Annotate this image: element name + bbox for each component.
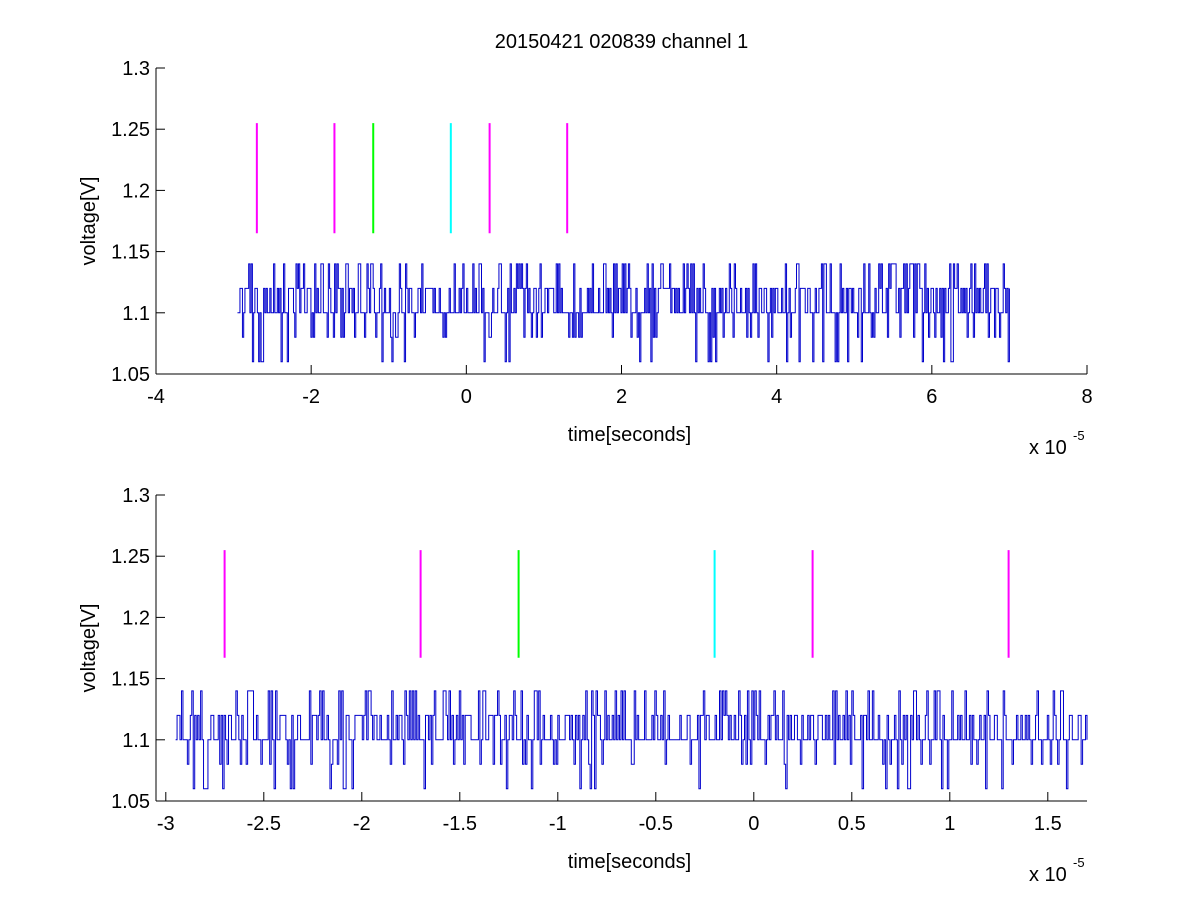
x-axis-multiplier-exponent: -5 (1073, 428, 1085, 443)
x-tick-label: -2 (302, 386, 320, 408)
y-tick-label: 1.25 (111, 546, 150, 568)
x-tick-label: 8 (1081, 386, 1092, 408)
axes-frame: 1.05 1.1 1.15 1.2 1.25 1.3 -3 -2.5 -2 -1.5 -1 -0.5 0… (111, 485, 1087, 835)
x-tick-label: -1.5 (443, 813, 477, 835)
x-tick-label: 6 (926, 386, 937, 408)
signal-trace (175, 690, 1088, 790)
chart-title: 20150421 020839 channel 1 (495, 31, 749, 53)
x-tick-label: 1 (944, 813, 955, 835)
y-tick-label: 1.3 (122, 485, 150, 507)
x-tick-label: -2.5 (247, 813, 281, 835)
y-axis-label: voltage[V] (78, 604, 100, 693)
x-tick-label: -4 (147, 386, 165, 408)
y-tick-label: 1.2 (122, 180, 150, 202)
x-axis-label: time[seconds] (568, 851, 691, 873)
y-tick-label: 1.2 (122, 607, 150, 629)
x-axis-multiplier-exponent: -5 (1073, 855, 1085, 870)
y-tick-label: 1.15 (111, 669, 150, 691)
x-axis-multiplier: x 10 (1029, 437, 1067, 459)
x-tick-label: -3 (157, 813, 175, 835)
y-tick-label: 1.05 (111, 364, 150, 386)
x-tick-label: 0.5 (838, 813, 866, 835)
x-axis-multiplier: x 10 (1029, 864, 1067, 886)
x-tick-label: -0.5 (639, 813, 673, 835)
top-subplot: 1.05 1.1 1.15 1.2 1.25 1.3 -4 -2 0 2 4 6 8 time[secon… (78, 58, 1093, 459)
y-axis-label: voltage[V] (78, 177, 100, 266)
x-tick-label: 2 (616, 386, 627, 408)
y-tick-label: 1.05 (111, 791, 150, 813)
x-tick-label: 0 (748, 813, 759, 835)
y-tick-label: 1.25 (111, 119, 150, 141)
axes-frame: 1.05 1.1 1.15 1.2 1.25 1.3 -4 -2 0 2 4 6 8 (111, 58, 1093, 408)
y-tick-label: 1.1 (122, 303, 150, 325)
bottom-subplot: 1.05 1.1 1.15 1.2 1.25 1.3 -3 -2.5 -2 -1.5 -1 -0.5 0… (78, 485, 1088, 886)
x-tick-label: -2 (353, 813, 371, 835)
x-tick-label: 4 (771, 386, 782, 408)
x-axis-label: time[seconds] (568, 424, 691, 446)
x-tick-label: 1.5 (1034, 813, 1062, 835)
y-tick-label: 1.1 (122, 730, 150, 752)
signal-trace (237, 263, 1010, 363)
y-tick-label: 1.15 (111, 242, 150, 264)
x-tick-label: -1 (549, 813, 567, 835)
y-tick-label: 1.3 (122, 58, 150, 80)
x-tick-label: 0 (461, 386, 472, 408)
